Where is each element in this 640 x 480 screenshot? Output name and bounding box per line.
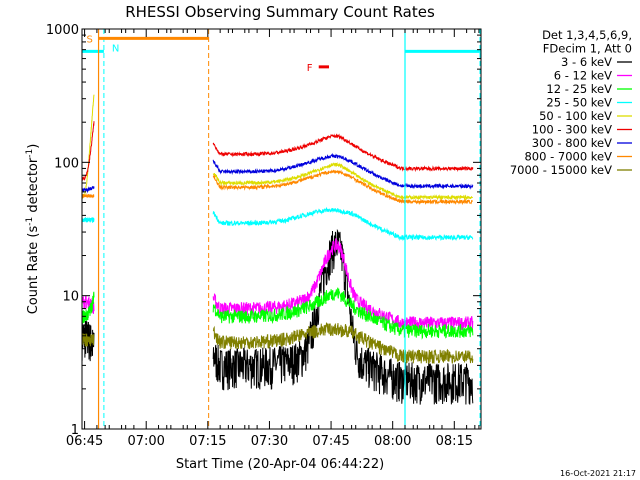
x-axis: 06:45 07:00 07:15 07:30 07:45 08:00 08:15 [66, 29, 480, 449]
legend-label: 100 - 300 keV [532, 123, 612, 137]
series-line-daylight [212, 161, 473, 201]
series-300-800keV [82, 152, 474, 194]
x-tick-label: 07:45 [312, 434, 349, 449]
legend-label: 50 - 100 keV [539, 109, 612, 123]
legend-header: FDecim 1, Att 0 [543, 42, 632, 56]
night-label: N [112, 44, 119, 55]
flare-label: F [307, 63, 313, 74]
x-tick-label: 08:15 [436, 434, 473, 449]
series-line-pre-eclipse [82, 332, 95, 347]
legend-label: 3 - 6 keV [561, 55, 612, 69]
saa-label: S [87, 34, 93, 45]
series-line-pre-eclipse [82, 193, 95, 199]
chart-title: RHESSI Observing Summary Count Rates [125, 3, 435, 21]
y-axis-label: Count Rate (s-1 detector-1) [25, 144, 41, 315]
series-line-pre-eclipse [82, 121, 95, 181]
legend-label: 300 - 800 keV [532, 136, 612, 150]
series-line-daylight [212, 322, 474, 364]
series-line-daylight [212, 133, 474, 173]
x-tick-label: 07:00 [127, 434, 164, 449]
y-tick-label: 1000 [46, 23, 79, 38]
series-50-100keV [82, 94, 473, 201]
series-layer [82, 94, 474, 405]
legend: Det 1,3,4,5,6,9,FDecim 1, Att 03 - 6 keV… [510, 28, 632, 177]
series-line-daylight [212, 228, 474, 405]
y-tick-label: 100 [54, 156, 79, 171]
y-axis: 1 10 100 1000 [46, 23, 481, 438]
series-line-pre-eclipse [82, 185, 95, 194]
series-line-daylight [212, 152, 474, 190]
series-100-300keV [82, 121, 474, 181]
series-line-daylight [212, 287, 474, 340]
y-tick-label: 10 [62, 290, 79, 305]
x-tick-label: 06:45 [66, 434, 103, 449]
x-axis-label: Start Time (20-Apr-04 06:44:22) [176, 457, 384, 472]
legend-label: 800 - 7000 keV [524, 150, 612, 164]
x-tick-label: 07:30 [251, 434, 288, 449]
date-stamp: 16-Oct-2021 21:17 [560, 469, 636, 478]
series-line-daylight [212, 206, 474, 242]
series-7000-15000keV [82, 322, 474, 364]
series-25-50keV [82, 206, 474, 242]
legend-header: Det 1,3,4,5,6,9, [542, 28, 632, 42]
x-tick-label: 07:15 [189, 434, 226, 449]
legend-label: 7000 - 15000 keV [510, 163, 612, 177]
legend-label: 6 - 12 keV [554, 69, 612, 83]
series-line-daylight [212, 169, 473, 206]
series-line-pre-eclipse [82, 216, 95, 223]
x-tick-label: 08:00 [374, 434, 411, 449]
series-line-daylight [212, 238, 474, 331]
legend-label: 12 - 25 keV [546, 82, 612, 96]
series-800-7000keV [82, 169, 473, 206]
annotation-layer: N S F [82, 29, 481, 429]
series-12-25keV [82, 287, 474, 340]
y-tick-label: 1 [71, 423, 79, 438]
series-line-pre-eclipse [82, 291, 95, 324]
legend-label: 25 - 50 keV [546, 96, 612, 110]
